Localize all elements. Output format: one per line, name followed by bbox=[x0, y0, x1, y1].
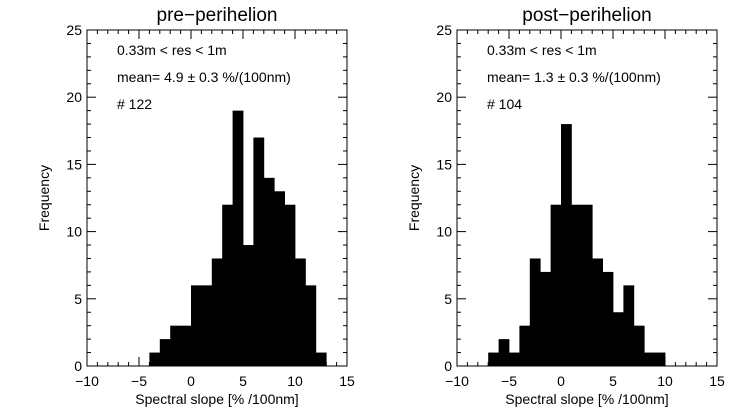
histogram-bar bbox=[519, 325, 531, 366]
histogram-bar bbox=[284, 204, 296, 366]
resolution-annotation: 0.33m < res < 1m bbox=[117, 42, 227, 58]
panel-pre: −10 −5 0 5 10 15 0 5 10 15 20 25 pre−perihelion Spect… bbox=[36, 5, 355, 407]
count-annotation: # 122 bbox=[117, 96, 152, 112]
x-tick-label: −5 bbox=[131, 373, 147, 389]
histogram-bar bbox=[315, 352, 327, 366]
histogram-bar bbox=[274, 191, 285, 366]
x-tick-label: −10 bbox=[75, 373, 99, 389]
histogram-bar bbox=[561, 124, 572, 366]
histogram-bar bbox=[191, 285, 202, 366]
y-axis-label: Frequency bbox=[406, 165, 422, 231]
y-tick-label: 20 bbox=[436, 89, 452, 105]
y-tick-label: 5 bbox=[74, 291, 82, 307]
histogram-bar bbox=[170, 325, 181, 366]
histogram-bar bbox=[644, 352, 655, 366]
chart-title: post−perihelion bbox=[522, 5, 651, 26]
histogram-bar bbox=[571, 204, 583, 366]
histogram-bar bbox=[529, 258, 541, 366]
histogram-bar bbox=[540, 271, 551, 366]
x-tick-label: 15 bbox=[339, 373, 355, 389]
x-tick-label: 15 bbox=[709, 373, 725, 389]
y-tick-label: 0 bbox=[444, 358, 452, 374]
x-tick-label: −5 bbox=[501, 373, 517, 389]
histogram-bar bbox=[222, 204, 233, 366]
histogram-bar bbox=[305, 285, 317, 366]
x-tick-label: 10 bbox=[287, 373, 303, 389]
histogram-bar bbox=[592, 258, 603, 366]
histogram-bar bbox=[295, 258, 306, 366]
histogram-bar bbox=[602, 271, 614, 366]
histogram-bar bbox=[253, 137, 265, 366]
histogram-bar bbox=[201, 285, 213, 366]
histogram-bar bbox=[509, 352, 520, 366]
histogram-bar bbox=[159, 339, 171, 366]
x-tick-label: −10 bbox=[445, 373, 469, 389]
y-tick-label: 25 bbox=[66, 22, 82, 38]
histogram-bar bbox=[581, 204, 593, 366]
x-axis-label: Spectral slope [% /100nm] bbox=[505, 391, 668, 407]
histogram-bar bbox=[613, 312, 624, 366]
mean-annotation: mean= 4.9 ± 0.3 %/(100nm) bbox=[117, 69, 291, 85]
y-tick-label: 10 bbox=[436, 224, 452, 240]
y-tick-label: 15 bbox=[436, 156, 452, 172]
histogram-bar bbox=[232, 110, 244, 366]
histogram-bar bbox=[180, 325, 192, 366]
chart-title: pre−perihelion bbox=[157, 5, 278, 26]
resolution-annotation: 0.33m < res < 1m bbox=[487, 42, 597, 58]
x-tick-label: 5 bbox=[609, 373, 617, 389]
mean-annotation: mean= 1.3 ± 0.3 %/(100nm) bbox=[487, 69, 661, 85]
histogram-bar bbox=[488, 352, 499, 366]
x-tick-label: 5 bbox=[239, 373, 247, 389]
x-tick-label: 10 bbox=[657, 373, 673, 389]
y-tick-label: 0 bbox=[74, 358, 82, 374]
y-tick-label: 20 bbox=[66, 89, 82, 105]
histogram-bar bbox=[654, 352, 666, 366]
histogram-bar bbox=[633, 325, 645, 366]
histogram-bar bbox=[211, 258, 223, 366]
histogram-bar bbox=[263, 177, 275, 366]
y-axis-label: Frequency bbox=[36, 165, 52, 231]
y-tick-label: 5 bbox=[444, 291, 452, 307]
x-tick-label: 0 bbox=[187, 373, 195, 389]
y-tick-label: 10 bbox=[66, 224, 82, 240]
y-tick-label: 25 bbox=[436, 22, 452, 38]
y-tick-label: 15 bbox=[66, 156, 82, 172]
histogram-bar bbox=[498, 339, 510, 366]
plot-frame bbox=[86, 29, 348, 367]
plot-frame bbox=[456, 29, 718, 367]
histogram-bar bbox=[550, 204, 562, 366]
histogram-bar bbox=[243, 245, 254, 366]
x-tick-label: 0 bbox=[557, 373, 565, 389]
histogram-bar bbox=[149, 352, 161, 366]
histogram-bar bbox=[623, 285, 635, 366]
count-annotation: # 104 bbox=[487, 96, 522, 112]
x-axis-label: Spectral slope [% /100nm] bbox=[135, 391, 298, 407]
panel-post: −10 −5 0 5 10 15 0 5 10 15 20 25 post−perihelion Spec… bbox=[406, 5, 725, 407]
